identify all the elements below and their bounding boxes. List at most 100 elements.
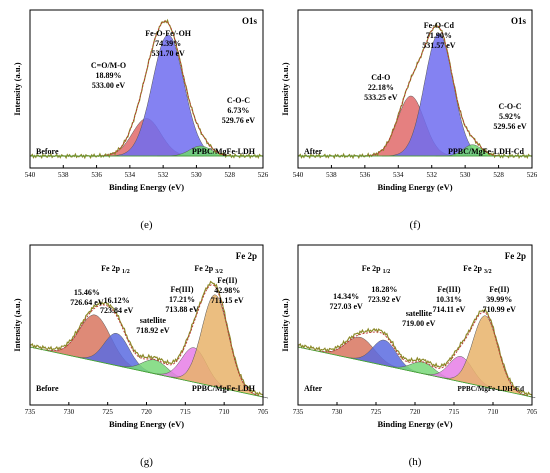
- x-tick-label: 540: [293, 171, 304, 179]
- x-tick-label: 720: [410, 408, 421, 416]
- x-axis-label: Binding Energy (eV): [377, 182, 452, 192]
- x-tick-label: 536: [91, 171, 102, 179]
- x-tick-label: 720: [141, 408, 152, 416]
- sample-label: PPBC/MgFe-LDH-Cd: [458, 385, 525, 393]
- x-tick-label: 715: [180, 408, 191, 416]
- peak-annotation: 6.73%: [227, 106, 249, 115]
- peak-annotation: 533.25 eV: [364, 93, 398, 102]
- peak-annotation: 71.90%: [426, 31, 452, 40]
- fit-envelope-line: [29, 284, 264, 398]
- chart-panel-g: 735 730 725 720 715 710 705 Binding Energy (eV)…: [12, 244, 269, 468]
- peak-annotation: 15.46%: [74, 288, 100, 297]
- x-tick-label: 526: [258, 171, 269, 179]
- x-tick-label: 538: [58, 171, 69, 179]
- sample-label: PPBC/MgFe-LDH: [192, 147, 256, 156]
- peak-annotation: satellite: [406, 309, 433, 318]
- panel-title: O1s: [511, 16, 527, 26]
- peak-annotation: 10.31%: [436, 295, 462, 304]
- x-tick-label: 534: [393, 171, 404, 179]
- x-tick-label: 705: [527, 408, 538, 416]
- chart-panel-e: 540 538 536 534 532 530 528 526 Binding Energy (…: [12, 9, 269, 231]
- panel-letter: (g): [140, 456, 153, 468]
- x-tick-label: 725: [371, 408, 382, 416]
- x-tick-label: 532: [426, 171, 437, 179]
- plot-frame: [29, 9, 264, 169]
- y-axis-label: Intensity (a.u.): [280, 62, 290, 115]
- background-line: [29, 346, 264, 398]
- peak-annotation: 17.21%: [169, 295, 195, 304]
- panel-title: Fe 2p: [505, 251, 526, 261]
- peak-annotation: Fe-O-Fe/-OH: [145, 29, 192, 38]
- peak-group-label: Fe 2p 1/2: [362, 264, 391, 275]
- peak-annotation: 726.64 eV: [70, 298, 104, 307]
- panel-title: Fe 2p: [236, 251, 257, 261]
- panel-letter: (e): [140, 219, 153, 231]
- sample-label: PPBC/MgFe-LDH-Cd: [448, 147, 525, 156]
- panel-title: O1s: [242, 16, 258, 26]
- y-axis-label: Intensity (a.u.): [280, 298, 290, 351]
- x-tick-label: 530: [460, 171, 471, 179]
- peak-annotation: 723.84 eV: [100, 306, 134, 315]
- peak-annotation: 718.92 eV: [136, 326, 170, 335]
- peak-group-label: Fe 2p 1/2: [101, 264, 130, 275]
- x-tick-label: 715: [449, 408, 460, 416]
- peak-annotation: 719.00 eV: [402, 319, 436, 328]
- raw-spectrum-line: [298, 307, 533, 397]
- peak-annotation: C=O/M-O: [91, 61, 126, 70]
- panel-letter: (h): [409, 456, 422, 468]
- state-label: After: [304, 147, 323, 156]
- background-line: [297, 346, 533, 398]
- peak-annotation: 16.12%: [104, 296, 130, 305]
- x-axis-label: Binding Energy (eV): [377, 419, 452, 429]
- x-tick-label: 528: [493, 171, 504, 179]
- x-tick-label: 538: [326, 171, 337, 179]
- x-tick-label: 532: [158, 171, 169, 179]
- peak-annotation: Fe(III): [437, 285, 460, 294]
- x-tick-label: 710: [219, 408, 230, 416]
- y-axis-label: Intensity (a.u.): [12, 298, 22, 351]
- chart-panel-f: 540 538 536 534 532 530 528 526 Binding Energy (…: [280, 9, 538, 231]
- peak-annotation: 39.99%: [486, 295, 512, 304]
- peak-annotation: 710.99 eV: [483, 305, 517, 314]
- x-axis-label: Binding Energy (eV): [109, 182, 184, 192]
- peak-annotation: 18.28%: [371, 285, 397, 294]
- x-tick-label: 534: [125, 171, 136, 179]
- x-tick-label: 735: [25, 408, 36, 416]
- peak-group-label: Fe 2p 3/2: [463, 264, 492, 275]
- chart-panel-h: 735 730 725 720 715 710 705 Binding Energy (eV)…: [280, 244, 538, 468]
- x-tick-label: 710: [488, 408, 499, 416]
- fit-envelope-line: [297, 311, 533, 398]
- raw-spectrum-line: [30, 280, 264, 397]
- peak-annotation: 711.15 eV: [211, 296, 244, 305]
- peak-group-label: Fe 2p 3/2: [194, 264, 223, 275]
- x-tick-label: 725: [102, 408, 113, 416]
- x-tick-label: 730: [64, 408, 75, 416]
- peak-annotation: satellite: [140, 316, 167, 325]
- state-label: Before: [36, 147, 59, 156]
- peak-annotation: 531.57 eV: [422, 41, 456, 50]
- peak-annotation: C-O-C: [498, 102, 521, 111]
- x-axis-label: Binding Energy (eV): [109, 419, 184, 429]
- peak-annotation: 727.03 eV: [330, 302, 364, 311]
- x-tick-label: 536: [360, 171, 371, 179]
- peak-annotation: 74.39%: [155, 39, 181, 48]
- peak-annotation: 714.11 eV: [432, 305, 465, 314]
- x-tick-label: 530: [191, 171, 202, 179]
- x-tick-label: 735: [293, 408, 304, 416]
- state-label: After: [304, 384, 323, 393]
- peak-annotation: 14.34%: [333, 292, 359, 301]
- peak-annotation: 18.89%: [96, 71, 122, 80]
- y-axis-label: Intensity (a.u.): [12, 62, 22, 115]
- x-tick-label: 528: [224, 171, 235, 179]
- peak-annotation: 42.98%: [214, 286, 240, 295]
- peak-annotation: C-O-C: [227, 96, 250, 105]
- peak-annotation: 531.70 eV: [151, 49, 185, 58]
- x-tick-label: 730: [332, 408, 343, 416]
- x-tick-label: 540: [25, 171, 36, 179]
- peak-annotation: 533.00 eV: [92, 81, 126, 90]
- peak-annotation: 529.76 eV: [222, 116, 256, 125]
- peak-annotation: Fe-O-Cd: [424, 21, 455, 30]
- peak-annotation: 529.56 eV: [493, 122, 527, 131]
- peak-annotation: Fe(II): [489, 285, 509, 294]
